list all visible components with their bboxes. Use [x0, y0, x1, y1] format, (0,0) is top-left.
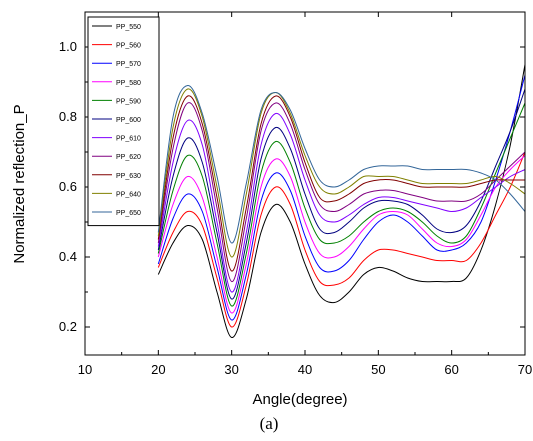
legend-label: PP_560	[116, 43, 141, 50]
legend-label: PP_650	[116, 210, 141, 217]
series-line-2	[157, 74, 526, 321]
series-line-0	[157, 64, 526, 338]
legend-label: PP_570	[116, 61, 141, 68]
x-tick-label: 60	[444, 362, 458, 377]
legend: PP_550 PP_560 PP_570 PP_580 PP_590 PP_600 PP_6…	[87, 16, 160, 227]
legend-label: PP_580	[116, 80, 141, 87]
legend-box	[87, 16, 160, 227]
y-tick-label: 0.6	[59, 179, 77, 194]
x-tick-label: 40	[298, 362, 312, 377]
y-tick-label: 0.2	[59, 319, 77, 334]
legend-label: PP_640	[116, 191, 141, 198]
legend-label: PP_550	[116, 24, 141, 31]
legend-label: PP_630	[116, 173, 141, 180]
x-axis-title: Angle(degree)	[252, 391, 347, 408]
legend-label: PP_600	[116, 117, 141, 124]
legend-label: PP_610	[116, 136, 141, 143]
x-tick-label: 10	[78, 362, 92, 377]
y-tick-label: 1.0	[59, 39, 77, 54]
legend-label: PP_590	[116, 98, 141, 105]
series-line-3	[157, 155, 526, 314]
legend-label: PP_620	[116, 154, 141, 161]
series-line-7	[157, 102, 526, 283]
x-tick-label: 30	[224, 362, 238, 377]
figure-caption: (a)	[260, 414, 279, 433]
series-line-5	[157, 88, 526, 300]
x-tick-label: 70	[518, 362, 532, 377]
series-line-4	[157, 102, 526, 307]
series-line-6	[157, 112, 526, 293]
y-axis-title: Normalized reflection_P	[11, 104, 28, 263]
plot-content	[157, 64, 526, 338]
x-tick-label: 50	[371, 362, 385, 377]
series-line-1	[157, 151, 526, 328]
y-tick-label: 0.4	[59, 249, 77, 264]
series-line-9	[157, 88, 526, 258]
series-line-10	[157, 85, 526, 244]
x-tick-label: 20	[151, 362, 165, 377]
y-tick-label: 0.8	[59, 109, 77, 124]
axis-ticks: 10 20 30 40 50 60 70 0.2 0.4 0.6 0.8 1.0	[59, 12, 532, 377]
series-line-8	[157, 95, 525, 272]
